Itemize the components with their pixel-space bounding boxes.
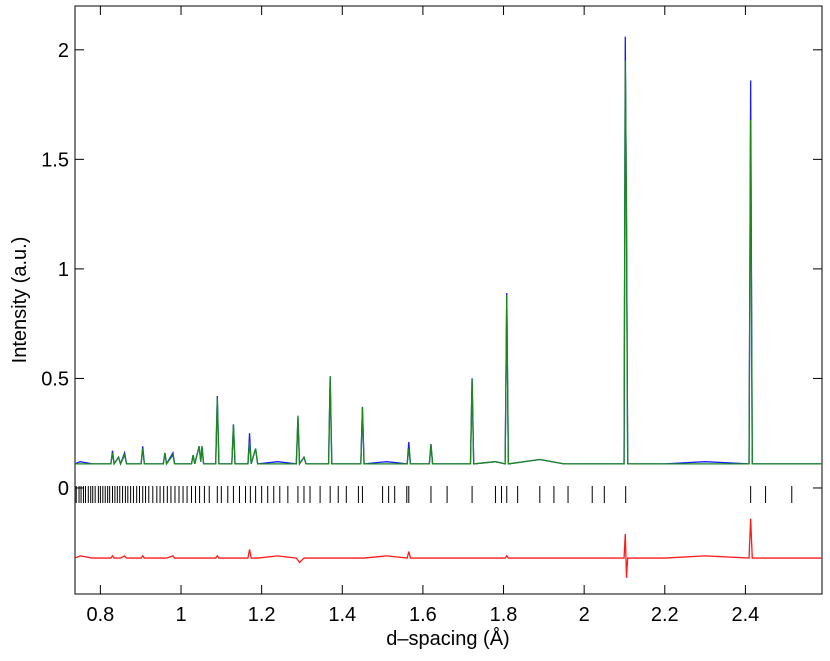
x-axis-label: d–spacing (Å) [386, 627, 509, 650]
y-tick-label: 0.5 [41, 368, 69, 390]
y-tick-label: 1 [58, 259, 69, 281]
x-tick-label: 1.6 [409, 604, 437, 626]
x-tick-label: 2.2 [651, 604, 679, 626]
x-tick-label: 2 [579, 604, 590, 626]
x-tick-label: 1 [175, 604, 186, 626]
y-tick-label: 1.5 [41, 149, 69, 171]
x-tick-label: 1.2 [248, 604, 276, 626]
y-tick-label: 0 [58, 478, 69, 500]
plot-frame [74, 5, 823, 595]
series-line [75, 60, 822, 466]
x-tick-label: 1.4 [328, 604, 356, 626]
series-line [74, 518, 822, 578]
x-tick-label: 0.8 [86, 604, 114, 626]
x-tick-label: 2.4 [731, 604, 759, 626]
series-line [74, 36, 822, 466]
y-tick-label: 2 [58, 40, 69, 62]
x-tick-label: 1.8 [490, 604, 518, 626]
y-axis-label: Intensity (a.u.) [9, 237, 31, 364]
